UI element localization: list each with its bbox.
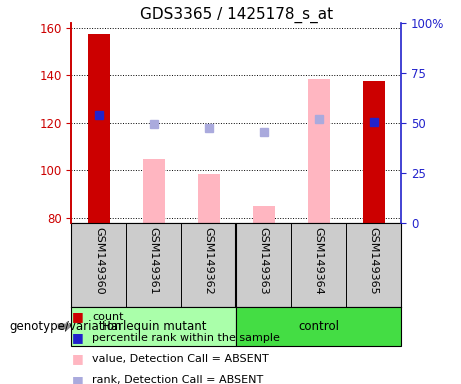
Text: ■: ■: [71, 353, 83, 366]
Bar: [88, 34, 110, 223]
Text: Harlequin mutant: Harlequin mutant: [101, 320, 206, 333]
Bar: [307, 79, 330, 223]
Text: GSM149360: GSM149360: [94, 227, 104, 295]
Text: GSM149364: GSM149364: [313, 227, 324, 295]
Text: ■: ■: [71, 331, 83, 344]
Title: GDS3365 / 1425178_s_at: GDS3365 / 1425178_s_at: [140, 7, 333, 23]
Text: rank, Detection Call = ABSENT: rank, Detection Call = ABSENT: [92, 375, 263, 384]
Bar: [253, 206, 275, 223]
Text: genotype/variation: genotype/variation: [9, 320, 122, 333]
Text: ■: ■: [71, 374, 83, 384]
Text: count: count: [92, 312, 124, 322]
Bar: [363, 81, 384, 223]
Text: control: control: [298, 320, 339, 333]
Text: percentile rank within the sample: percentile rank within the sample: [92, 333, 280, 343]
Text: value, Detection Call = ABSENT: value, Detection Call = ABSENT: [92, 354, 269, 364]
Text: ■: ■: [71, 310, 83, 323]
Bar: [198, 174, 220, 223]
Text: GSM149363: GSM149363: [259, 227, 269, 295]
Text: GSM149361: GSM149361: [149, 227, 159, 295]
Text: GSM149362: GSM149362: [204, 227, 214, 295]
Text: GSM149365: GSM149365: [369, 227, 378, 295]
Bar: [143, 159, 165, 223]
